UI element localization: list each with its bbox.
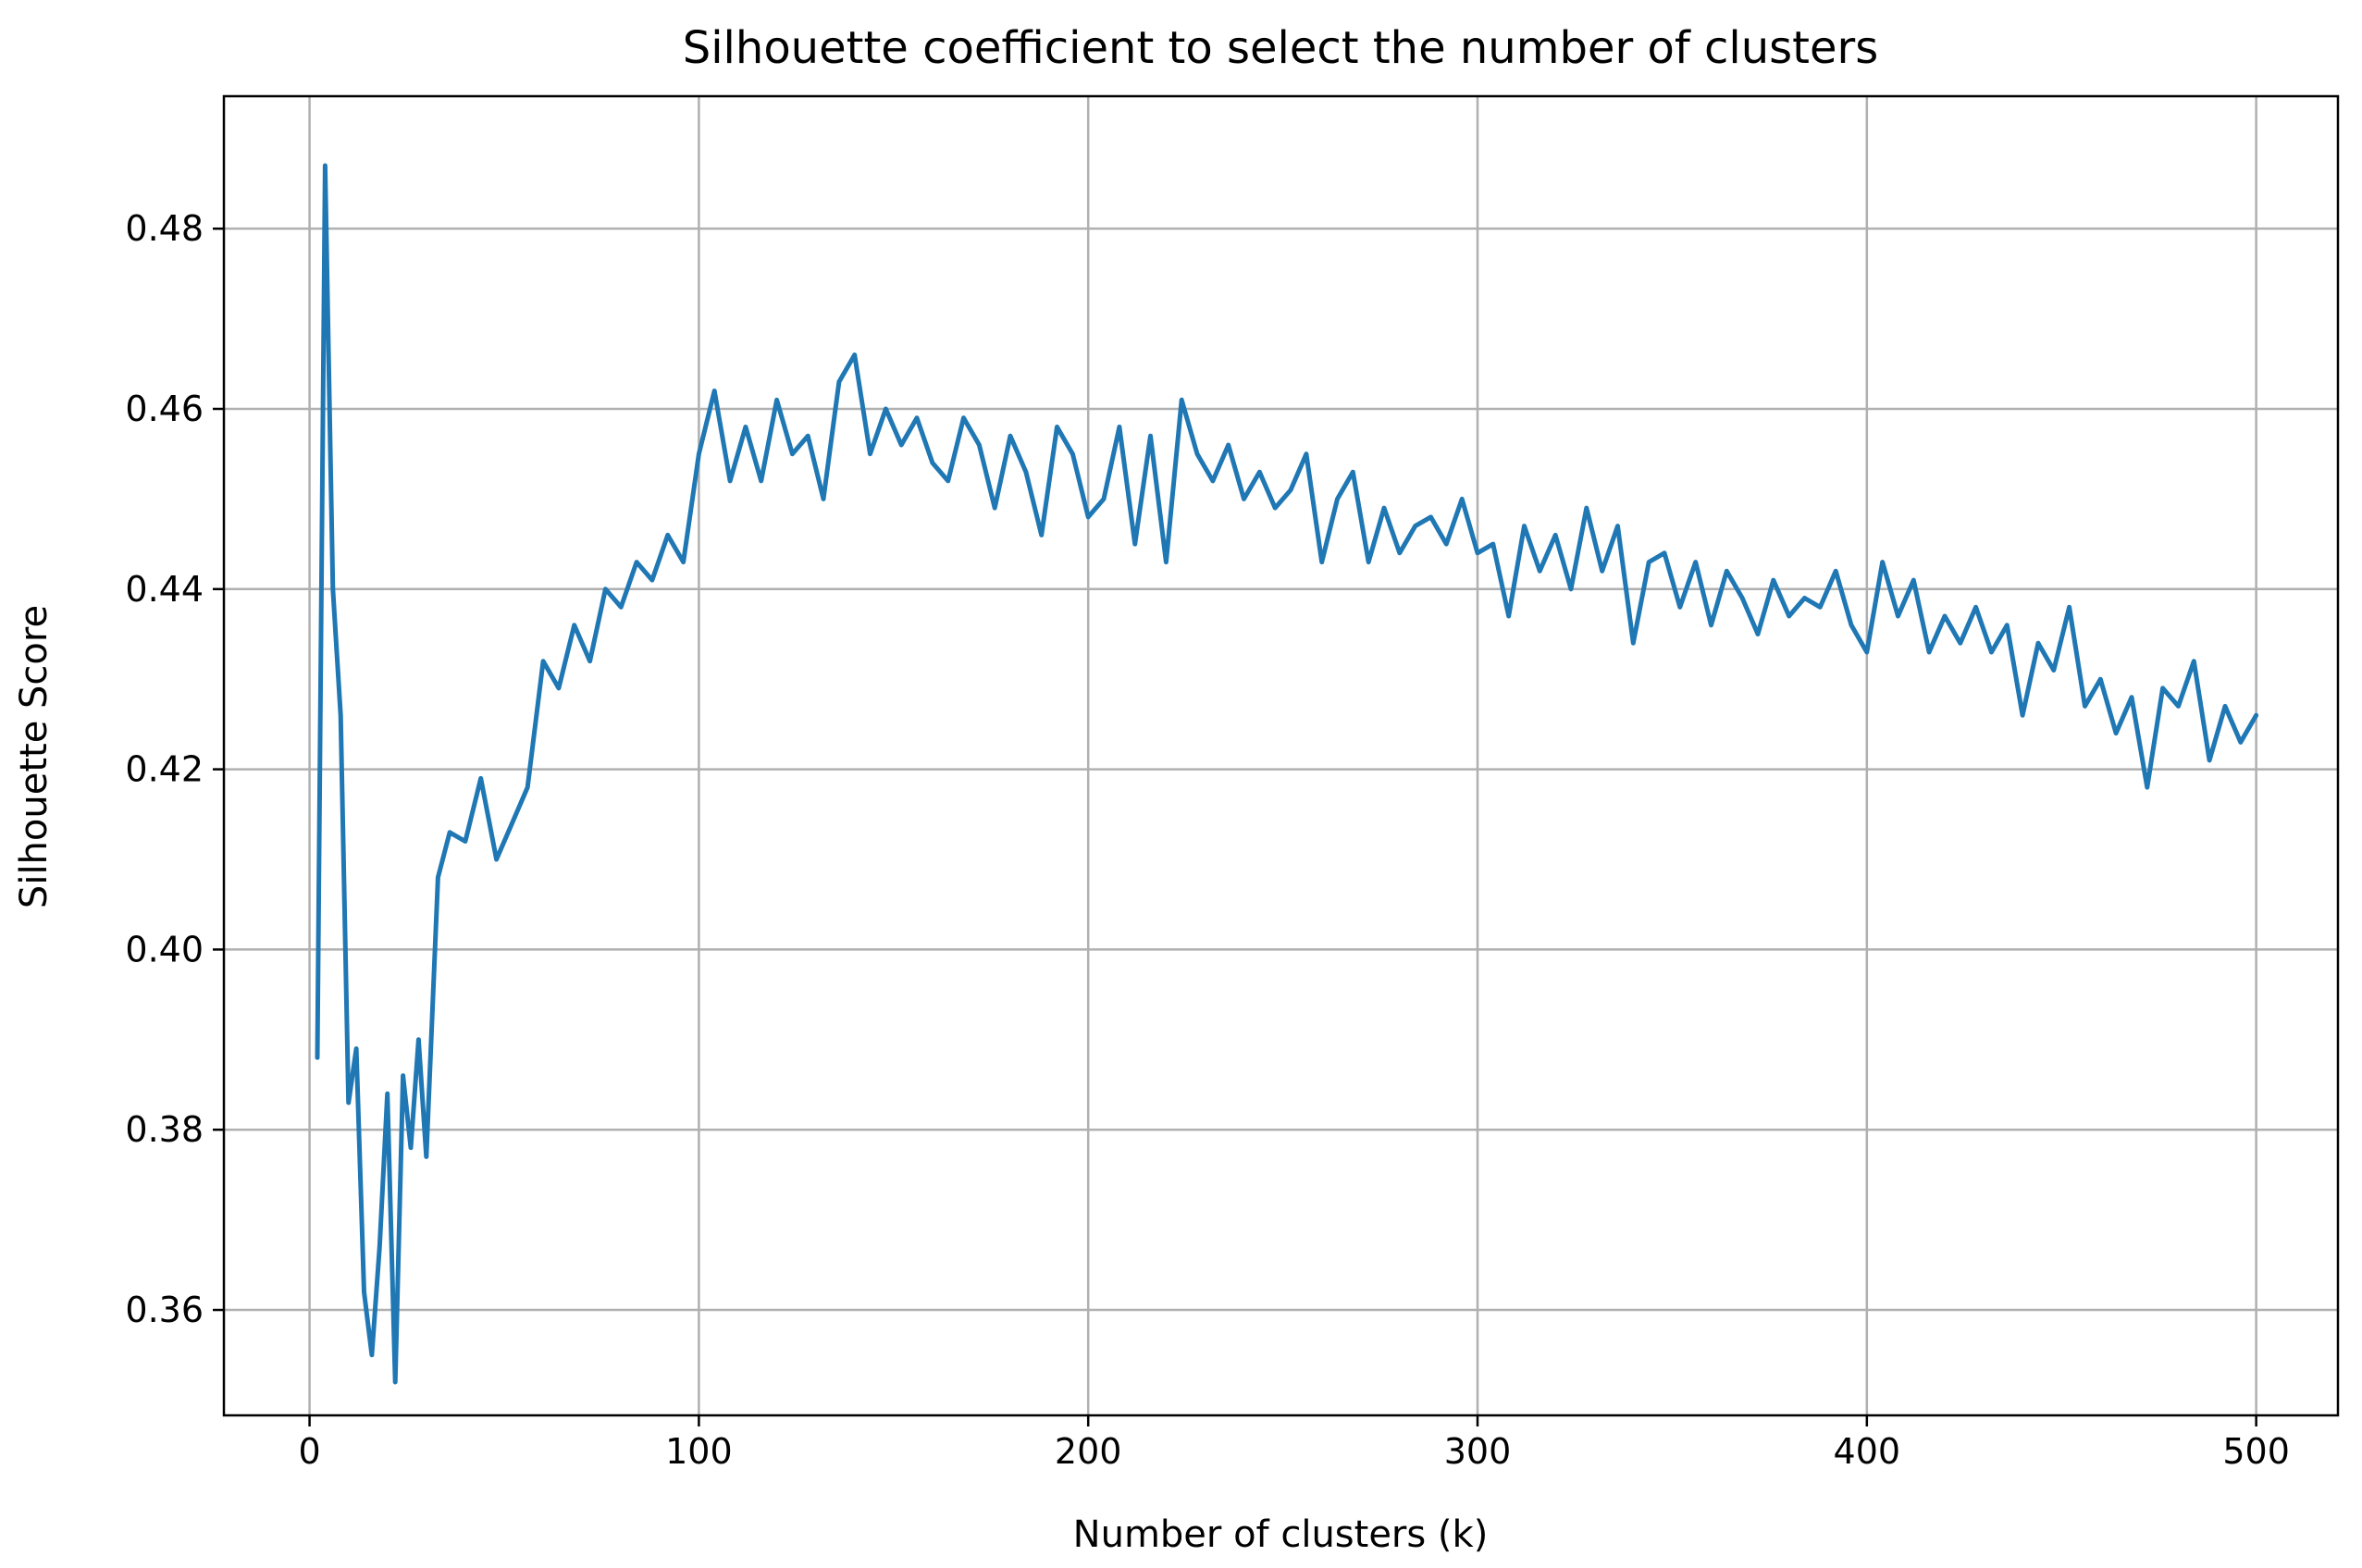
x-tick-label: 200 xyxy=(1055,1431,1122,1472)
y-tick-label: 0.36 xyxy=(125,1290,204,1330)
chart-title: Silhouette coefficient to select the num… xyxy=(683,22,1878,74)
x-tick-label: 500 xyxy=(2222,1431,2290,1472)
y-tick-label: 0.38 xyxy=(125,1109,204,1150)
x-tick-label: 100 xyxy=(665,1431,733,1472)
x-tick-label: 0 xyxy=(298,1431,320,1472)
axes-frame xyxy=(222,94,2340,1417)
series-line xyxy=(315,163,2259,1385)
plot-area xyxy=(315,163,2259,1385)
y-tick-label: 0.44 xyxy=(125,569,204,610)
y-axis-ticks: 0.36 0.38 0.40 0.42 0.44 0.46 0.48 xyxy=(125,208,224,1330)
grid-lines xyxy=(224,96,2338,1415)
x-axis-label: Number of clusters (k) xyxy=(1073,1513,1489,1556)
x-tick-label: 300 xyxy=(1444,1431,1512,1472)
y-tick-label: 0.48 xyxy=(125,208,204,249)
y-axis-label: Silhouette Score xyxy=(13,605,56,908)
y-tick-label: 0.42 xyxy=(125,749,204,790)
y-tick-label: 0.46 xyxy=(125,389,204,429)
y-tick-label: 0.40 xyxy=(125,929,204,969)
x-tick-label: 400 xyxy=(1834,1431,1901,1472)
x-axis-ticks: 0 100 200 300 400 500 xyxy=(298,1415,2290,1472)
